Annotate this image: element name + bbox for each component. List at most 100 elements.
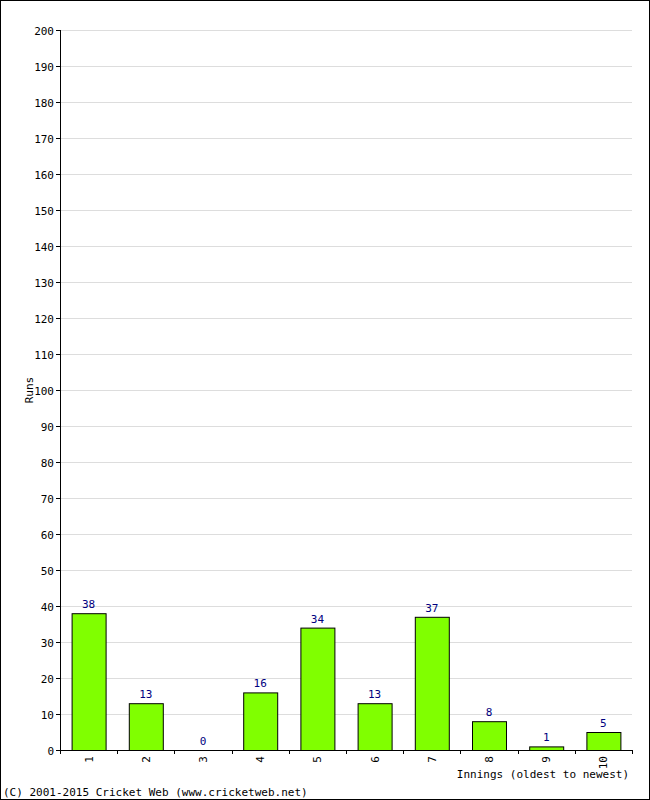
y-tick-label: 110 [34,349,54,362]
data-label: 1 [543,731,550,744]
grid-line [60,498,632,499]
bar [415,617,449,750]
x-tick-label: 5 [311,756,324,763]
bar [358,704,392,750]
chart-svg: 0102030405060708090100110120130140150160… [0,0,650,800]
y-tick [56,66,60,67]
y-tick [56,750,60,751]
grid-line [60,246,632,247]
y-tick-label: 130 [34,277,54,290]
data-label: 38 [82,598,95,611]
y-tick-label: 80 [41,457,54,470]
data-label: 8 [486,706,493,719]
y-tick [56,426,60,427]
grid-line [60,354,632,355]
grid-line [60,606,632,607]
x-tick-label: 3 [197,756,210,763]
y-tick [56,138,60,139]
y-tick-label: 40 [41,601,54,614]
y-tick-label: 50 [41,565,54,578]
copyright: (C) 2001-2015 Cricket Web (www.cricketwe… [3,786,308,799]
data-label: 0 [200,735,207,748]
y-tick-label: 30 [41,637,54,650]
x-tick-label: 9 [540,756,553,763]
y-tick [56,30,60,31]
y-tick [56,534,60,535]
y-tick [56,390,60,391]
y-tick-label: 10 [41,709,54,722]
x-tick-label: 2 [140,756,153,763]
grid-line [60,534,632,535]
y-tick-label: 0 [47,745,54,758]
grid-line [60,66,632,67]
y-tick [56,606,60,607]
grid-line [60,426,632,427]
y-tick [56,462,60,463]
grid-line [60,570,632,571]
y-axis [60,30,61,750]
bar [244,693,278,750]
x-tick [117,750,118,754]
bar [530,747,564,750]
x-tick [174,750,175,754]
y-tick [56,642,60,643]
chart-container: 0102030405060708090100110120130140150160… [0,0,650,800]
grid-line [60,318,632,319]
data-label: 13 [139,688,152,701]
grid-line [60,642,632,643]
y-tick-label: 20 [41,673,54,686]
bar [473,722,507,750]
x-tick [232,750,233,754]
y-tick-label: 60 [41,529,54,542]
x-tick-label: 6 [369,756,382,763]
bar [72,614,106,750]
y-tick [56,102,60,103]
data-label: 16 [254,677,267,690]
y-tick-label: 170 [34,133,54,146]
bar [129,704,163,750]
x-tick [632,750,633,754]
grid-line [60,390,632,391]
y-axis-label: Runs [23,377,36,404]
bar [301,628,335,750]
y-tick-label: 140 [34,241,54,254]
grid-line [60,282,632,283]
data-label: 34 [311,613,325,626]
grid-line [60,210,632,211]
frame [1,1,650,800]
y-tick [56,282,60,283]
data-label: 37 [425,602,438,615]
y-tick [56,570,60,571]
x-tick [575,750,576,754]
x-tick [518,750,519,754]
x-tick-label: 1 [83,756,96,763]
y-tick-label: 160 [34,169,54,182]
x-tick [60,750,61,754]
y-tick [56,678,60,679]
y-tick-label: 90 [41,421,54,434]
y-tick-label: 180 [34,97,54,110]
y-tick [56,210,60,211]
x-tick-label: 8 [483,756,496,763]
y-tick [56,714,60,715]
grid-line [60,138,632,139]
grid-line [60,462,632,463]
y-tick-label: 150 [34,205,54,218]
grid-line [60,678,632,679]
y-tick-label: 190 [34,61,54,74]
x-tick-label: 4 [254,756,267,763]
y-tick-label: 120 [34,313,54,326]
x-axis-label: Innings (oldest to newest) [457,768,629,781]
x-tick [346,750,347,754]
x-tick-label: 7 [426,756,439,763]
data-label: 13 [368,688,381,701]
x-tick [403,750,404,754]
bar [587,733,621,751]
grid-line [60,30,632,31]
y-tick-label: 70 [41,493,54,506]
x-tick [289,750,290,754]
y-tick [56,318,60,319]
x-tick [460,750,461,754]
data-label: 5 [600,717,607,730]
bars [72,614,621,750]
